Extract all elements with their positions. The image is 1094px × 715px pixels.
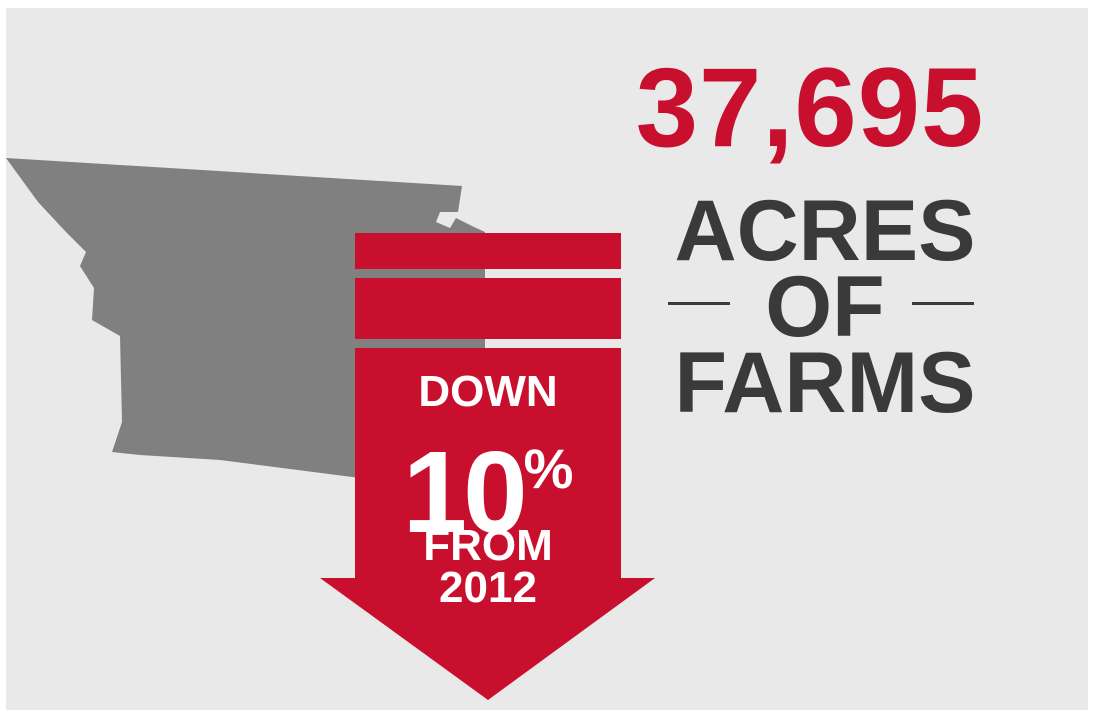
- arrow-body: [320, 348, 655, 700]
- change-base-year: 2012: [439, 563, 537, 612]
- change-from-label: FROM: [423, 521, 553, 570]
- stat-label-acres: ACRES: [674, 183, 976, 279]
- stat-label-farms: FARMS: [674, 335, 976, 431]
- label-divider-right: [912, 302, 974, 305]
- change-percent-value: 10: [402, 427, 528, 557]
- arrow-band-middle: [355, 278, 621, 339]
- stat-label-of: OF: [765, 259, 885, 355]
- change-percent-sign: %: [523, 437, 574, 500]
- change-direction-label: DOWN: [418, 367, 558, 416]
- label-divider-left: [668, 302, 730, 305]
- arrow-band-top: [355, 233, 621, 269]
- stat-value: 37,695: [635, 45, 985, 170]
- change-percent: 10%: [355, 410, 621, 551]
